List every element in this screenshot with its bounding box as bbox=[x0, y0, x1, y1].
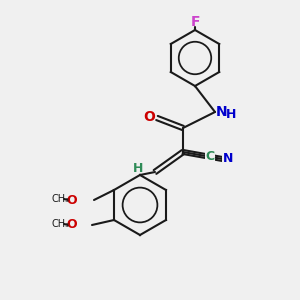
Text: CH₃: CH₃ bbox=[52, 194, 70, 204]
Text: N: N bbox=[223, 152, 233, 166]
Text: O: O bbox=[67, 194, 77, 206]
Text: O: O bbox=[67, 218, 77, 232]
Text: CH₃: CH₃ bbox=[52, 219, 70, 229]
Text: H: H bbox=[133, 161, 143, 175]
Text: H: H bbox=[226, 109, 236, 122]
Text: C: C bbox=[206, 149, 214, 163]
Text: N: N bbox=[216, 105, 228, 119]
Text: O: O bbox=[143, 110, 155, 124]
Text: F: F bbox=[190, 15, 200, 29]
